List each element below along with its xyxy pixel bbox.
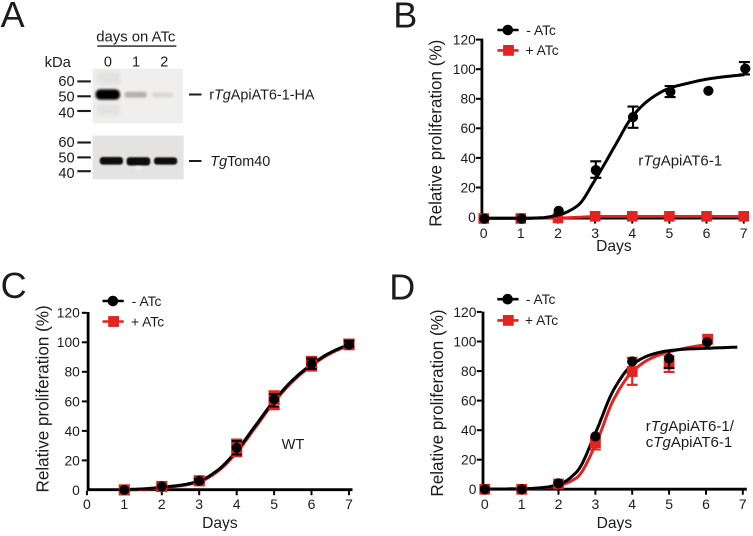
svg-text:rTgApiAT6-1: rTgApiAT6-1 [638, 153, 722, 170]
svg-text:1: 1 [132, 54, 140, 70]
svg-text:4: 4 [628, 225, 636, 241]
svg-text:0: 0 [468, 210, 476, 225]
svg-text:5: 5 [270, 496, 278, 512]
svg-text:7: 7 [739, 496, 747, 512]
svg-text:Relative proliferation (%): Relative proliferation (%) [428, 309, 447, 496]
svg-text:2: 2 [158, 496, 166, 512]
svg-text:6: 6 [308, 496, 316, 512]
svg-text:rTgApiAT6-1-HA: rTgApiAT6-1-HA [209, 87, 315, 103]
svg-text:7: 7 [345, 496, 353, 512]
svg-text:+ ATc: + ATc [131, 314, 164, 329]
svg-text:80: 80 [64, 365, 80, 380]
svg-text:- ATc: - ATc [526, 23, 556, 38]
svg-text:60: 60 [58, 74, 74, 90]
svg-text:TgTom40: TgTom40 [210, 154, 270, 170]
svg-text:20: 20 [461, 453, 477, 468]
svg-text:A: A [1, 0, 25, 35]
svg-text:7: 7 [740, 225, 748, 241]
svg-text:- ATc: - ATc [526, 292, 556, 307]
svg-text:0: 0 [104, 54, 112, 70]
svg-text:120: 120 [453, 305, 476, 320]
svg-text:40: 40 [58, 106, 74, 122]
svg-text:50: 50 [58, 89, 74, 105]
svg-text:2: 2 [554, 225, 562, 241]
svg-text:40: 40 [58, 166, 74, 182]
svg-text:120: 120 [57, 306, 80, 321]
svg-text:- ATc: - ATc [132, 294, 162, 309]
svg-text:1: 1 [518, 496, 526, 512]
svg-text:3: 3 [592, 496, 600, 512]
svg-text:days on ATc: days on ATc [96, 29, 176, 45]
svg-text:60: 60 [460, 121, 476, 136]
svg-text:1: 1 [120, 496, 128, 512]
svg-text:+ ATc: + ATc [526, 43, 559, 58]
svg-text:4: 4 [628, 496, 636, 512]
svg-text:60: 60 [58, 135, 74, 151]
svg-text:0: 0 [83, 496, 91, 512]
svg-text:40: 40 [460, 151, 476, 166]
svg-text:60: 60 [64, 394, 80, 409]
svg-text:50: 50 [58, 151, 74, 167]
svg-text:1: 1 [517, 225, 525, 241]
svg-text:20: 20 [460, 180, 476, 195]
svg-text:Relative proliferation (%): Relative proliferation (%) [33, 305, 52, 492]
svg-text:0: 0 [469, 482, 477, 497]
svg-text:2: 2 [160, 54, 168, 70]
svg-text:80: 80 [460, 92, 476, 107]
svg-text:3: 3 [591, 225, 599, 241]
svg-text:60: 60 [461, 394, 477, 409]
svg-text:100: 100 [453, 334, 476, 349]
svg-text:Days: Days [596, 238, 632, 255]
svg-text:+ ATc: + ATc [525, 313, 558, 328]
svg-text:40: 40 [461, 423, 477, 438]
svg-text:6: 6 [702, 496, 710, 512]
svg-text:5: 5 [666, 225, 674, 241]
svg-text:B: B [393, 0, 417, 36]
svg-text:6: 6 [703, 225, 711, 241]
svg-text:WT: WT [282, 437, 305, 453]
svg-text:100: 100 [57, 335, 80, 350]
svg-text:C: C [1, 265, 27, 306]
svg-text:Days: Days [202, 515, 238, 531]
svg-text:80: 80 [461, 364, 477, 379]
svg-text:rTgApiAT6-1/: rTgApiAT6-1/ [646, 418, 735, 435]
svg-text:0: 0 [72, 483, 80, 498]
svg-text:40: 40 [64, 424, 80, 439]
svg-text:4: 4 [233, 496, 241, 512]
svg-text:0: 0 [481, 496, 489, 512]
svg-text:3: 3 [195, 496, 203, 512]
svg-text:5: 5 [665, 496, 673, 512]
svg-text:cTgApiAT6-1: cTgApiAT6-1 [646, 434, 732, 451]
svg-text:100: 100 [453, 62, 476, 77]
svg-text:2: 2 [555, 496, 563, 512]
svg-text:Days: Days [597, 515, 633, 531]
svg-text:Relative proliferation (%): Relative proliferation (%) [426, 40, 445, 227]
svg-text:D: D [389, 266, 415, 307]
svg-text:20: 20 [64, 453, 80, 468]
svg-text:kDa: kDa [45, 55, 72, 71]
svg-text:0: 0 [480, 225, 488, 241]
svg-text:120: 120 [453, 33, 476, 48]
